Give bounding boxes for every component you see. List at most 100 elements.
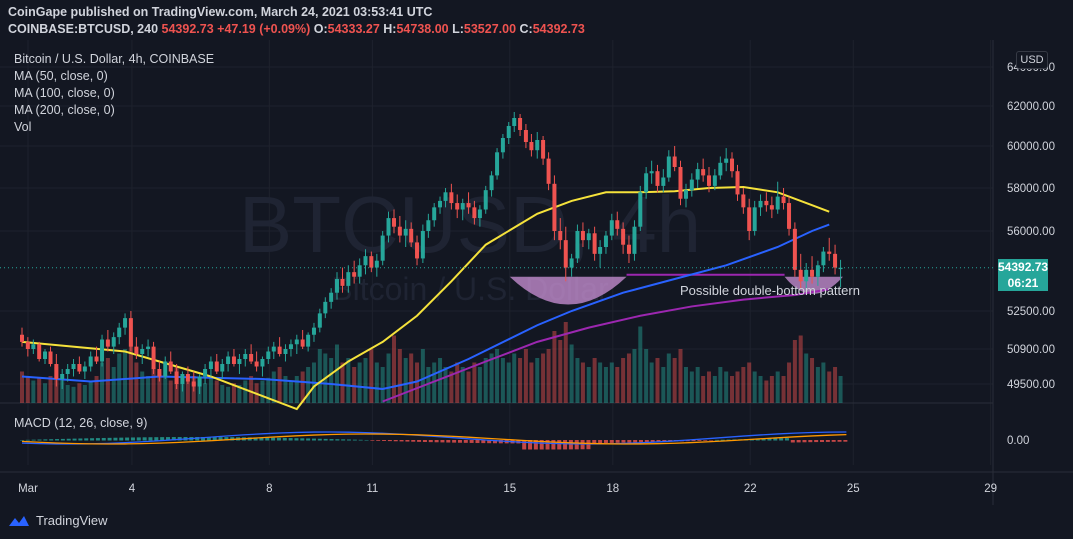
volume-bar xyxy=(689,371,694,403)
volume-bar xyxy=(294,376,299,403)
macd-histogram-bar xyxy=(539,440,544,450)
candle-body xyxy=(489,175,494,191)
volume-bar xyxy=(71,386,76,403)
price-tick-label: 60000.00 xyxy=(1007,141,1055,153)
volume-bar xyxy=(415,362,420,403)
volume-bar xyxy=(592,358,597,403)
candle-body xyxy=(415,242,420,259)
candle-body xyxy=(174,371,179,384)
volume-bar xyxy=(672,358,677,403)
candle-body xyxy=(311,327,316,335)
candle-body xyxy=(392,218,397,227)
candle-body xyxy=(827,251,832,254)
macd-histogram-bar xyxy=(843,440,848,442)
macd-histogram-bar xyxy=(638,440,643,443)
volume-bar xyxy=(666,353,671,403)
candle-body xyxy=(346,272,351,286)
candle-body xyxy=(369,256,374,268)
macd-histogram-bar xyxy=(446,440,451,443)
candle-body xyxy=(518,118,523,130)
volume-bar xyxy=(43,383,48,403)
volume-bar xyxy=(340,362,345,403)
volume-bar xyxy=(88,380,93,403)
macd-histogram-bar xyxy=(452,440,457,443)
volume-bar xyxy=(357,362,362,403)
volume-bar xyxy=(65,385,70,403)
candle-body xyxy=(455,203,460,210)
macd-histogram-bar xyxy=(347,439,352,441)
macd-histogram-bar xyxy=(95,438,100,441)
legend-macd[interactable]: MACD (12, 26, close, 9) xyxy=(14,416,148,430)
macd-histogram-bar xyxy=(311,438,316,441)
volume-bar xyxy=(249,376,254,403)
candle-body xyxy=(409,228,414,243)
candle-body xyxy=(163,361,168,377)
candle-body xyxy=(821,251,826,266)
candle-body xyxy=(495,152,500,176)
macd-histogram-bar xyxy=(43,439,48,441)
macd-histogram-bar xyxy=(364,439,369,441)
candle-body xyxy=(380,235,385,261)
macd-histogram-bar xyxy=(767,438,772,441)
volume-bar xyxy=(134,362,139,403)
candle-body xyxy=(208,361,213,369)
candle-body xyxy=(31,344,36,349)
volume-bar xyxy=(472,362,477,403)
macd-histogram-bar xyxy=(492,440,497,444)
volume-bar xyxy=(329,358,334,403)
macd-histogram-bar xyxy=(691,440,696,442)
time-tick-label: 29 xyxy=(984,483,997,495)
candle-body xyxy=(632,226,637,254)
macd-histogram-bar xyxy=(382,440,387,441)
candle-body xyxy=(661,177,666,186)
candle-body xyxy=(82,366,87,372)
candle-body xyxy=(146,346,151,349)
candle-body xyxy=(71,364,76,369)
candle-body xyxy=(420,231,425,259)
macd-histogram-bar xyxy=(399,440,404,442)
pattern-left-bottom xyxy=(509,276,627,305)
legend-vol[interactable]: Vol xyxy=(14,120,32,134)
candle-body xyxy=(787,203,792,229)
candle-body xyxy=(386,218,391,236)
candle-body xyxy=(707,175,711,186)
tradingview-brand[interactable]: TradingView xyxy=(8,513,108,528)
macd-histogram-bar xyxy=(335,439,340,441)
chart-header: CoinGape published on TradingView.com, M… xyxy=(0,0,1073,40)
volume-bar xyxy=(420,349,425,403)
candle-body xyxy=(655,171,660,186)
volume-bar xyxy=(609,362,614,403)
currency-button[interactable]: USD xyxy=(1016,51,1048,69)
legend-ma50[interactable]: MA (50, close, 0) xyxy=(14,69,108,83)
candle-body xyxy=(483,190,488,210)
macd-histogram-bar xyxy=(201,437,206,441)
candle-body xyxy=(683,190,688,199)
candle-body xyxy=(329,292,334,302)
candle-body xyxy=(283,349,288,354)
macd-histogram-bar xyxy=(761,438,766,441)
macd-histogram-bar xyxy=(253,437,258,441)
volume-bar xyxy=(208,376,213,403)
legend-ma200[interactable]: MA (200, close, 0) xyxy=(14,103,115,117)
macd-histogram-bar xyxy=(627,440,632,443)
volume-bar xyxy=(810,358,815,403)
macd-histogram-bar xyxy=(802,440,807,443)
candle-body xyxy=(323,301,328,314)
volume-bar xyxy=(495,349,500,403)
volume-bar xyxy=(409,353,414,403)
legend-title: Bitcoin / U.S. Dollar, 4h, COINBASE xyxy=(14,52,215,66)
price-chart[interactable]: BTCUSD, 4h Bitcoin / U.S. Dollar 64000.0… xyxy=(0,40,1073,505)
macd-histogram-bar xyxy=(78,438,83,441)
macd-histogram-bar xyxy=(20,440,24,441)
volume-bar xyxy=(603,367,608,403)
macd-histogram-bar xyxy=(469,440,474,443)
legend-ma100[interactable]: MA (100, close, 0) xyxy=(14,86,115,100)
candle-body xyxy=(500,138,505,153)
watermark-symbol: BTCUSD, 4h xyxy=(239,180,701,269)
volume-bar xyxy=(37,377,42,403)
macd-histogram-bar xyxy=(329,439,334,441)
publisher-line: CoinGape published on TradingView.com, M… xyxy=(8,5,433,19)
macd-histogram-bar xyxy=(165,437,170,441)
candle-body xyxy=(724,158,729,163)
price-tick-label: 49500.00 xyxy=(1007,379,1055,391)
